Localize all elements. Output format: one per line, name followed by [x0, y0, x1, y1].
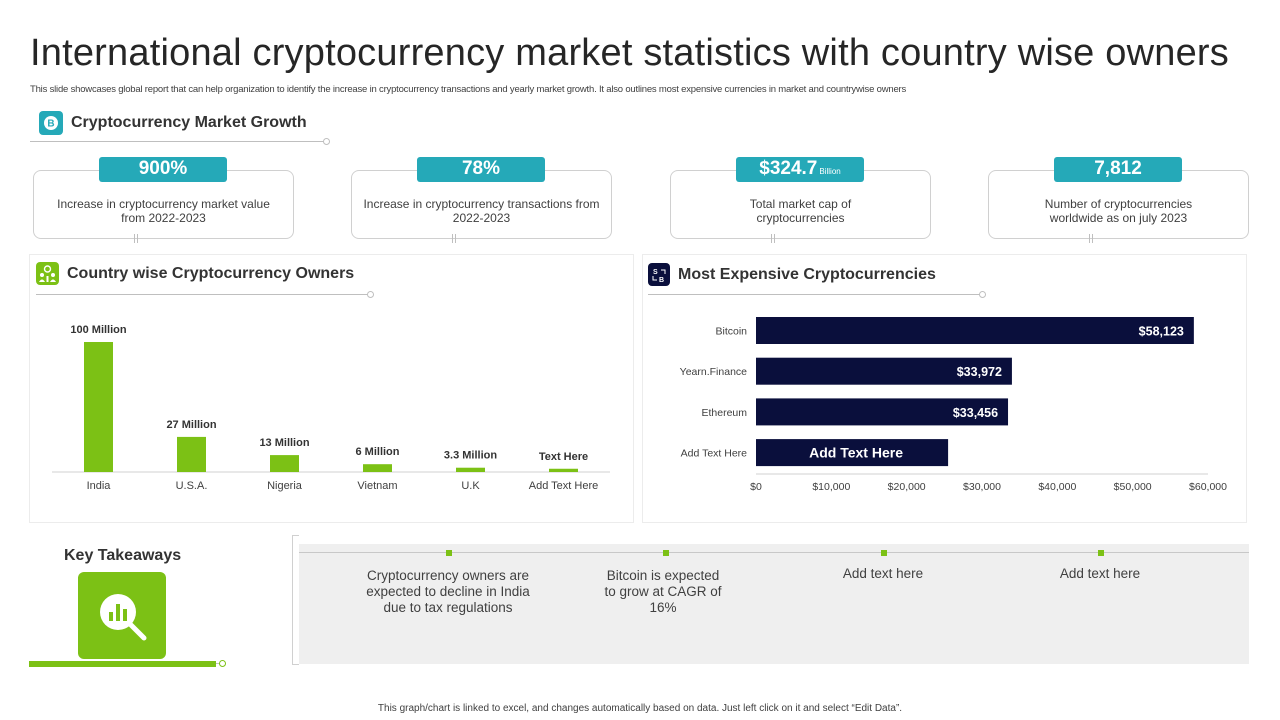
expensive-divider: [648, 291, 986, 298]
bar: [177, 436, 206, 472]
y-tick-label: Add Text Here: [681, 448, 748, 460]
x-tick-label: Add Text Here: [529, 480, 599, 492]
expensive-heading: Most Expensive Cryptocurrencies: [678, 265, 936, 283]
market-growth-divider: [30, 138, 330, 145]
stat-description: Increase in cryptocurrency transactions …: [363, 197, 600, 225]
data-label: 100 Million: [70, 324, 127, 336]
stat-description: Number of cryptocurrencies worldwide as …: [1044, 197, 1193, 225]
data-label: $33,972: [957, 365, 1002, 379]
page-subtitle: This slide showcases global report that …: [30, 84, 907, 95]
page-title: International cryptocurrency market stat…: [30, 32, 1229, 74]
takeaways-bracket: [292, 535, 299, 665]
bar: [756, 439, 949, 467]
x-tick-label: $40,000: [1038, 481, 1076, 493]
takeaway-item: Cryptocurrency owners are expected to de…: [366, 568, 530, 615]
x-tick-label: U.S.A.: [176, 480, 208, 492]
takeaways-heading: Key Takeaways: [64, 547, 182, 564]
takeaways-accent-bar: [29, 661, 216, 667]
takeaway-item: Add text here: [1059, 566, 1141, 581]
bar: [756, 357, 1012, 385]
svg-text:B: B: [47, 119, 54, 130]
takeaway-marker: [881, 550, 887, 556]
takeaway-item: Bitcoin is expected to grow at CAGR of 1…: [604, 568, 722, 615]
x-tick-label: Nigeria: [267, 480, 303, 492]
bitcoin-icon: B: [39, 111, 63, 135]
x-tick-label: $60,000: [1189, 481, 1227, 493]
takeaway-item: Add text here: [842, 566, 924, 581]
data-label: Text Here: [539, 451, 588, 463]
x-tick-label: $0: [750, 481, 762, 493]
stat-value-badge: 78%: [417, 157, 545, 182]
y-tick-label: Bitcoin: [715, 326, 747, 338]
stat-value-badge: 7,812: [1054, 157, 1182, 182]
y-tick-label: Yearn.Finance: [680, 366, 747, 378]
market-growth-heading: Cryptocurrency Market Growth: [71, 114, 307, 131]
data-label: 27 Million: [166, 419, 216, 431]
data-label: 6 Million: [356, 446, 400, 458]
svg-text:B: B: [659, 277, 664, 283]
data-label: $33,456: [953, 406, 998, 420]
stat-value-badge: 900%: [99, 157, 227, 182]
takeaway-marker: [446, 550, 452, 556]
takeaway-marker: [1098, 550, 1104, 556]
data-label: 3.3 Million: [444, 450, 497, 462]
x-tick-label: U.K: [461, 480, 480, 492]
footnote: This graph/chart is linked to excel, and…: [377, 703, 903, 714]
stat-description: Total market cap of cryptocurrencies: [749, 197, 852, 225]
market-growth-header: B Cryptocurrency Market Growth: [39, 111, 307, 135]
takeaways-panel: [299, 544, 1249, 664]
owners-panel: [29, 254, 634, 523]
bar: [456, 467, 485, 472]
x-tick-label: $50,000: [1114, 481, 1152, 493]
x-tick-label: $20,000: [888, 481, 926, 493]
owners-header: Country wise Cryptocurrency Owners: [36, 262, 354, 285]
bar: [270, 455, 299, 472]
svg-text:S: S: [653, 269, 658, 276]
x-tick-label: $30,000: [963, 481, 1001, 493]
owners-divider: [36, 291, 374, 298]
x-tick-label: $10,000: [812, 481, 850, 493]
analytics-search-icon: [78, 572, 166, 659]
bar: [84, 342, 113, 472]
stat-description: Increase in cryptocurrency market value …: [57, 197, 270, 225]
stat-value-badge: $324.7 Billion: [736, 157, 864, 182]
x-tick-label: India: [87, 480, 112, 492]
data-label: $58,123: [1139, 325, 1184, 339]
y-tick-label: Ethereum: [701, 407, 747, 419]
people-coin-icon: [36, 262, 59, 285]
takeaway-marker: [663, 550, 669, 556]
owners-heading: Country wise Cryptocurrency Owners: [67, 264, 355, 282]
expensive-panel: [642, 254, 1247, 523]
x-tick-label: Vietnam: [357, 480, 397, 492]
bar: [756, 398, 1009, 426]
bar: [756, 317, 1194, 344]
data-label: 13 Million: [259, 437, 309, 449]
bar: [549, 468, 578, 472]
bar: [363, 464, 392, 472]
data-label: Add Text Here: [809, 445, 903, 461]
